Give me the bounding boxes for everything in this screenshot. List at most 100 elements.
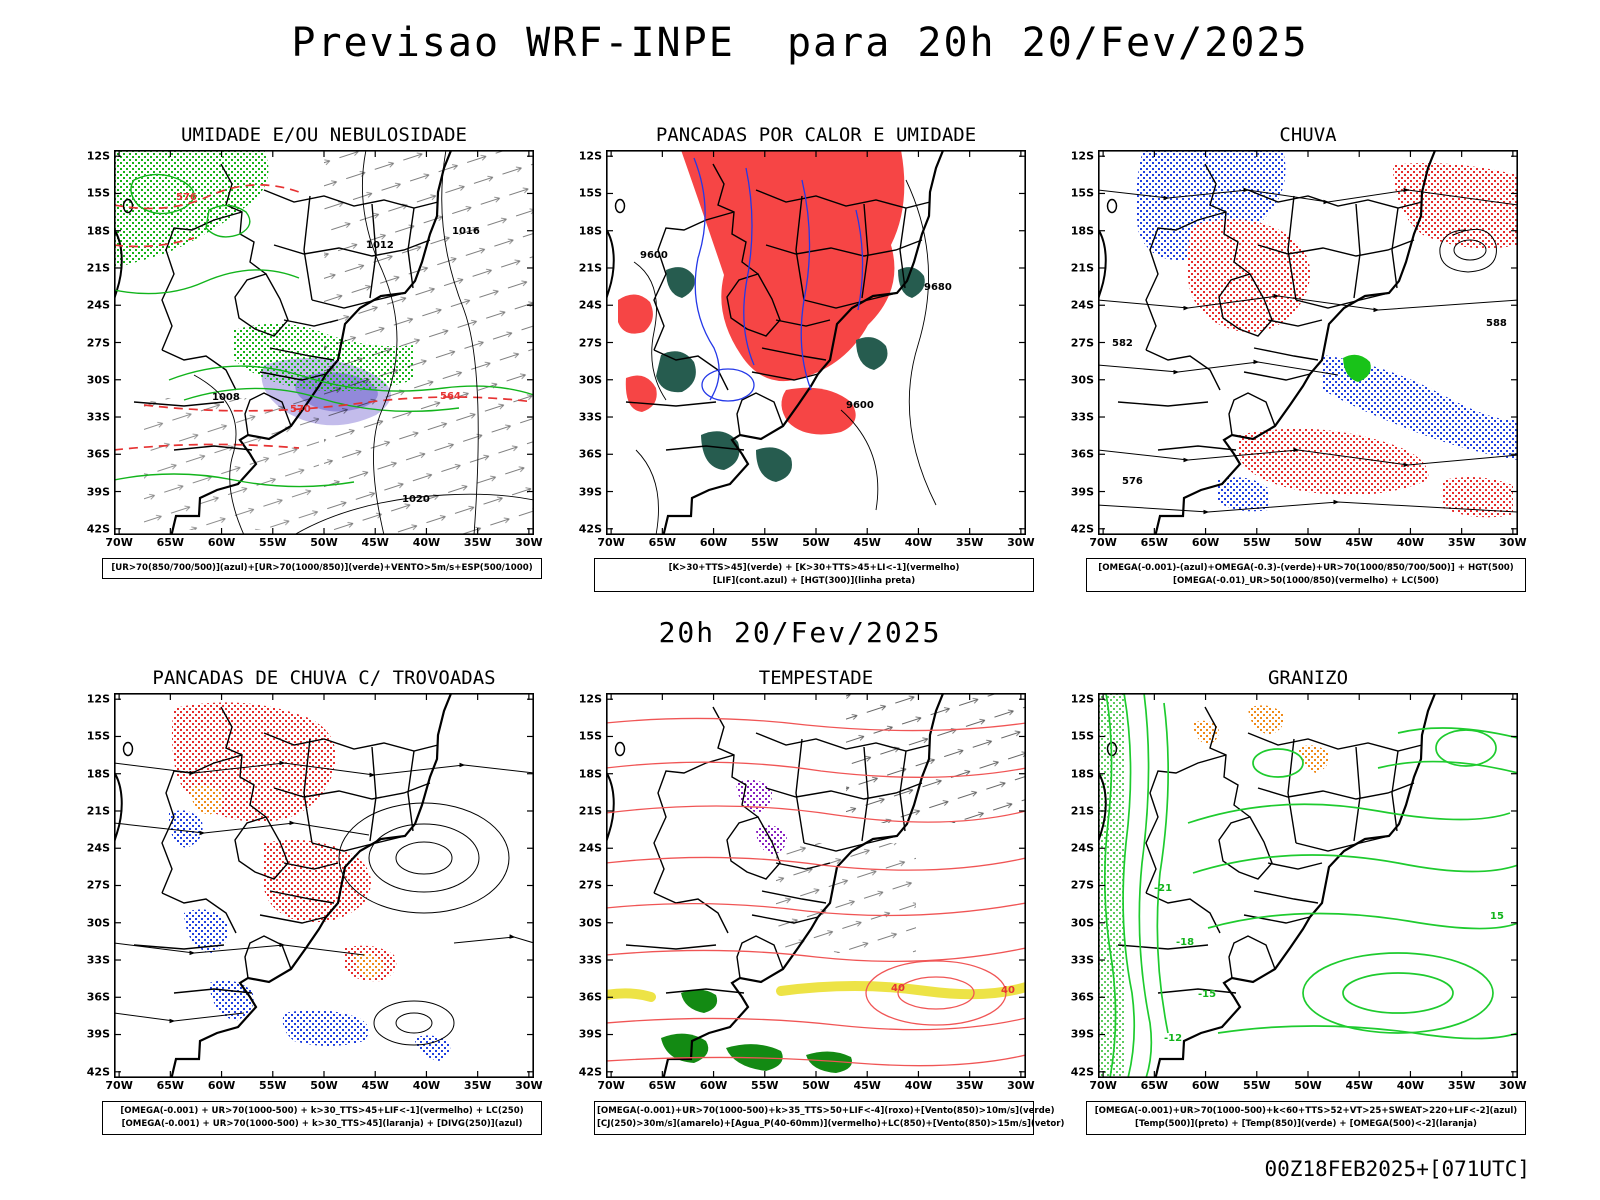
lat-tick-label: 39S	[86, 485, 110, 499]
lat-tick-label: 12S	[86, 692, 110, 706]
lon-tick-label: 35W	[955, 1078, 984, 1092]
map-trovoadas	[114, 692, 534, 1078]
contour-label: 564	[440, 391, 461, 402]
lat-tick-label: 18S	[578, 224, 602, 238]
map-content: 576 570 564 1012 1016 1008 1020	[115, 151, 533, 534]
panel-title-trovoadas: PANCADAS DE CHUVA C/ TROVOADAS	[152, 666, 496, 689]
lon-tick-label: 70W	[105, 1078, 133, 1092]
lon-tick-label: 50W	[310, 1078, 338, 1092]
lon-tick-label: 60W	[1191, 536, 1220, 549]
lon-tick-label: 50W	[802, 536, 830, 549]
lat-tick-label: 18S	[578, 767, 602, 780]
panel-chuva: CHUVA 12S 15S 18S 21S 24S 27S 30S 33S 36S 39S 42S	[1064, 124, 1527, 592]
lon-tick-label: 65W	[1140, 536, 1169, 549]
map-svg-chuva: 582 576 588	[1098, 150, 1518, 535]
lat-tick-label: 42S	[86, 1065, 110, 1079]
contour-label: 9600	[846, 400, 874, 411]
panel-title-pancadas-calor: PANCADAS POR CALOR E UMIDADE	[655, 124, 977, 146]
lat-tick-label: 21S	[1070, 804, 1094, 818]
lat-axis: 12S 15S 18S 21S 24S 27S 30S 33S 36S 39S 42S	[572, 692, 606, 1078]
lon-tick-label: 65W	[156, 1078, 185, 1092]
lat-tick-label: 24S	[1070, 298, 1094, 312]
legend-line: [OMEGA(-0.001)+UR>70(1000-500)+k>35_TTS>…	[597, 1105, 1055, 1116]
lon-tick-label: 40W	[1396, 536, 1425, 549]
lon-tick-label: 30W	[1499, 536, 1527, 549]
lat-tick-label: 15S	[1070, 729, 1094, 743]
lon-tick-label: 45W	[1345, 1078, 1373, 1092]
lat-tick-label: 24S	[86, 298, 110, 312]
map-svg-granizo: -21 -18 -15 -12 15	[1098, 692, 1518, 1078]
contour-label: 576	[176, 192, 197, 203]
map-svg-tempestade: 40 40	[606, 692, 1026, 1078]
legend-line: [OMEGA(-0.01)_UR>50(1000/850)(vermelho) …	[1173, 575, 1439, 586]
lon-tick-label: 65W	[648, 1078, 677, 1092]
map-frame	[114, 150, 534, 535]
lon-tick-label: 30W	[515, 536, 543, 549]
legend-tempestade: [OMEGA(-0.001)+UR>70(1000-500)+k>35_TTS>…	[594, 1100, 1064, 1135]
lat-tick-label: 15S	[578, 729, 602, 743]
lat-tick-label: 39S	[1070, 485, 1094, 499]
lat-tick-label: 27S	[1070, 336, 1094, 349]
lat-tick-label: 18S	[86, 767, 110, 780]
lon-tick-label: 65W	[648, 536, 677, 549]
legend-umidade: [UR>70(850/700/500)](azul)+[UR>70(1000/8…	[102, 558, 542, 579]
legend-line: [LIF](cont.azul) + [HGT(300)](linha pret…	[712, 575, 916, 586]
lat-axis: 12S 15S 18S 21S 24S 27S 30S 33S 36S 39S 42S	[1064, 150, 1098, 536]
contour-label: 40	[1001, 985, 1015, 996]
map-svg-pancadas-calor: 9600 9680 9600	[606, 150, 1026, 535]
lat-tick-label: 27S	[1070, 878, 1094, 892]
lat-tick-label: 30S	[86, 373, 110, 387]
lat-tick-label: 39S	[578, 1027, 602, 1041]
mid-timestamp: 20h 20/Fev/2025	[658, 615, 942, 649]
lon-tick-label: 40W	[904, 1078, 933, 1092]
lat-tick-label: 21S	[578, 804, 602, 818]
lon-tick-label: 50W	[1294, 1078, 1322, 1092]
page-title: Previsao WRF-INPE para 20h 20/Fev/2025	[291, 20, 1309, 66]
lon-tick-label: 45W	[853, 536, 881, 549]
lon-tick-label: 55W	[1243, 536, 1271, 549]
lon-tick-label: 70W	[1089, 1078, 1117, 1092]
lon-tick-label: 60W	[699, 1078, 728, 1092]
lat-axis: 12S 15S 18S 21S 24S 27S 30S 33S 36S 39S 42S	[80, 692, 114, 1079]
legend-granizo: [OMEGA(-0.001)+UR>70(1000-500)+k<60+TTS>…	[1086, 1100, 1526, 1135]
lat-axis: 12S 15S 18S 21S 24S 27S 30S 33S 36S 39S 42S	[80, 150, 114, 536]
wind-arrow-field	[144, 398, 319, 530]
contour-label: 588	[1486, 318, 1507, 329]
lat-tick-label: 33S	[1070, 953, 1094, 967]
lat-tick-label: 21S	[1070, 261, 1094, 275]
lon-tick-label: 55W	[1243, 1078, 1271, 1092]
lat-tick-label: 15S	[86, 729, 110, 743]
lat-tick-label: 24S	[578, 298, 602, 312]
lon-tick-label: 40W	[904, 536, 933, 549]
panel-title-tempestade: TEMPESTADE	[758, 666, 874, 689]
legend-line: [OMEGA(-0.001)+UR>70(1000-500)+k<60+TTS>…	[1094, 1105, 1518, 1116]
lon-tick-label: 30W	[1007, 1078, 1035, 1092]
lon-tick-label: 40W	[412, 1078, 441, 1092]
lon-tick-label: 55W	[751, 1078, 779, 1092]
contour-label: 570	[290, 404, 311, 415]
lat-tick-label: 30S	[86, 916, 110, 930]
map-granizo: -21 -18 -15 -12 15	[1098, 692, 1518, 1078]
lat-axis: 12S 15S 18S 21S 24S 27S 30S 33S 36S 39S 42S	[1064, 692, 1098, 1078]
legend-chuva: [OMEGA(-0.001)-(azul)+OMEGA(-0.3)-(verde…	[1086, 558, 1526, 592]
lat-tick-label: 21S	[86, 261, 110, 275]
map-chuva: 582 576 588	[1098, 150, 1518, 535]
contour-label: 9600	[640, 250, 668, 261]
lat-tick-label: 15S	[1070, 186, 1094, 200]
lat-tick-label: 27S	[86, 878, 110, 892]
lat-tick-label: 30S	[1070, 916, 1094, 930]
lat-tick-label: 15S	[86, 186, 110, 200]
lat-tick-label: 42S	[86, 522, 110, 536]
lon-tick-label: 60W	[207, 1078, 236, 1092]
lon-axis: 70W 65W 60W 55W 50W 45W 40W 35W 30W	[597, 535, 1034, 552]
contour-label: 582	[1112, 338, 1133, 349]
panel-umidade: UMIDADE E/OU NEBULOSIDADE 12S 15S 18S 21S 24…	[80, 124, 543, 592]
lat-tick-label: 33S	[1070, 410, 1094, 424]
lon-tick-label: 45W	[853, 1078, 881, 1092]
lon-tick-label: 65W	[1140, 1078, 1169, 1092]
contour-label: -12	[1164, 1033, 1182, 1044]
lon-axis: 70W 65W 60W 55W 50W 45W 40W 35W 30W	[105, 1078, 542, 1095]
lat-tick-label: 30S	[1070, 373, 1094, 387]
contour-label: 15	[1490, 911, 1504, 922]
map-content: -21 -18 -15 -12 15	[1099, 693, 1517, 1077]
